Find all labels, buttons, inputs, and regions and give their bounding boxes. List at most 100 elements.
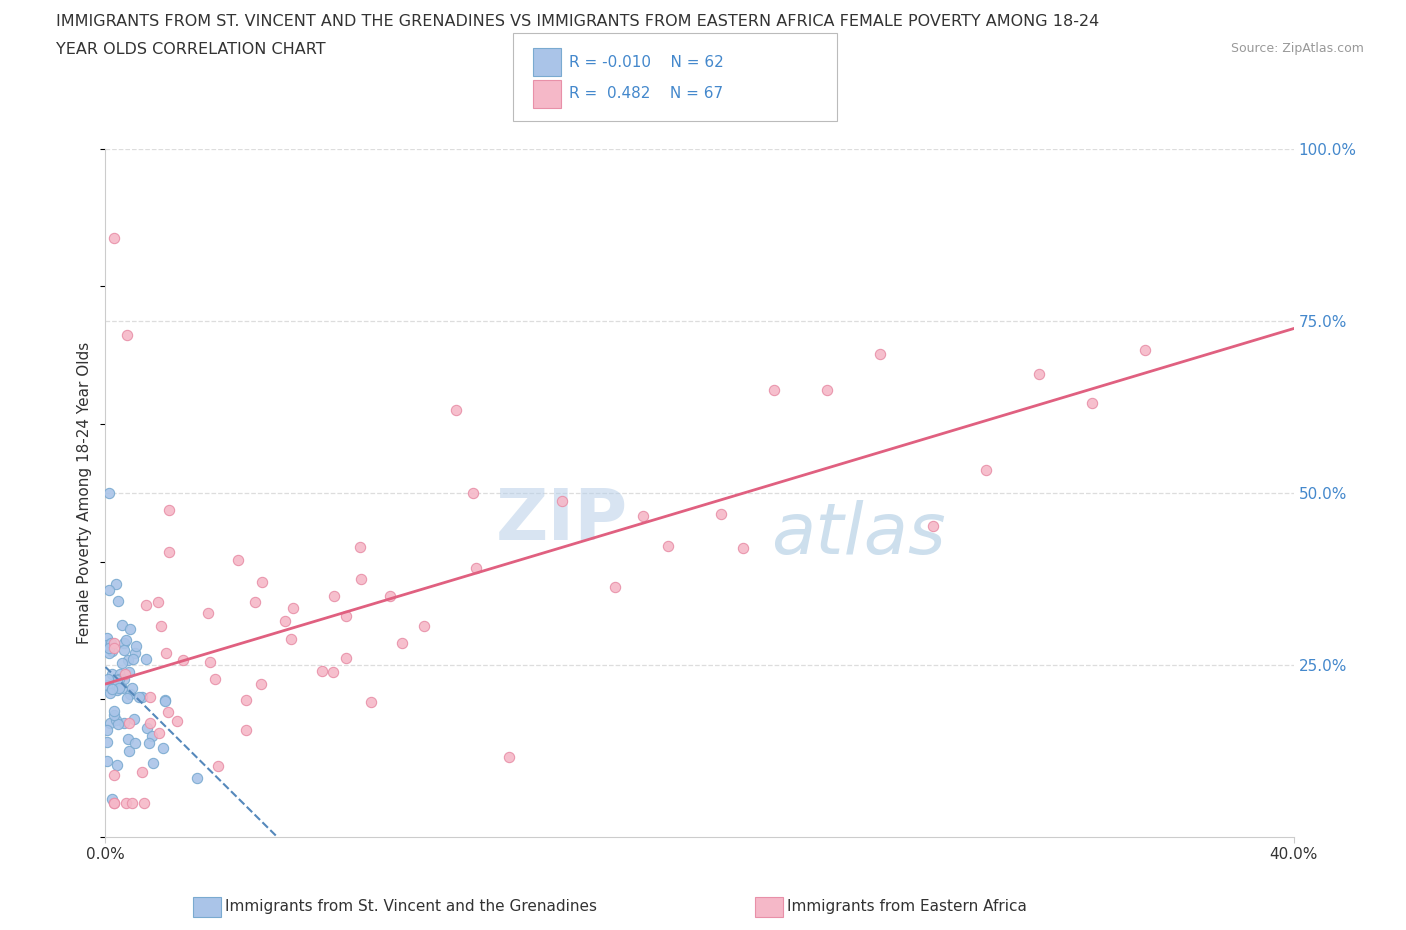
Point — [103, 767, 125, 782]
Point — [97, 583, 120, 598]
Point — [135, 597, 157, 612]
Point — [235, 723, 257, 737]
Point — [103, 635, 125, 650]
Point — [815, 382, 838, 397]
Point — [117, 690, 139, 705]
Point — [135, 651, 157, 666]
Point — [186, 770, 208, 785]
Point — [974, 462, 997, 477]
Point — [166, 713, 188, 728]
Point — [152, 740, 174, 755]
Text: atlas: atlas — [770, 499, 945, 568]
Point — [128, 690, 150, 705]
Point — [323, 589, 346, 604]
Point — [550, 493, 572, 508]
Point — [633, 509, 655, 524]
Point — [657, 538, 679, 553]
Point — [250, 676, 273, 691]
Point — [335, 650, 357, 665]
Text: Immigrants from Eastern Africa: Immigrants from Eastern Africa — [787, 899, 1028, 914]
Text: YEAR OLDS CORRELATION CHART: YEAR OLDS CORRELATION CHART — [56, 42, 326, 57]
Point — [96, 753, 118, 768]
Point — [96, 638, 118, 653]
Point — [103, 641, 125, 656]
Point — [96, 631, 118, 645]
Point — [204, 672, 226, 687]
Point — [121, 795, 143, 810]
Point — [96, 678, 118, 693]
Point — [114, 632, 136, 647]
Point — [1081, 396, 1104, 411]
Point — [1133, 343, 1156, 358]
Point — [105, 672, 128, 687]
Point — [97, 671, 120, 686]
Point — [101, 791, 124, 806]
Point — [98, 716, 121, 731]
Point — [97, 646, 120, 661]
Point — [115, 327, 138, 342]
Point — [142, 755, 165, 770]
Y-axis label: Female Poverty Among 18-24 Year Olds: Female Poverty Among 18-24 Year Olds — [77, 342, 93, 644]
Point — [98, 485, 121, 500]
Point — [146, 595, 169, 610]
Point — [107, 757, 129, 772]
Point — [121, 681, 143, 696]
Point — [117, 653, 139, 668]
Point — [139, 715, 162, 730]
Point — [118, 664, 141, 679]
Text: Immigrants from St. Vincent and the Grenadines: Immigrants from St. Vincent and the Gren… — [225, 899, 598, 914]
Point — [349, 539, 371, 554]
Point — [1028, 366, 1050, 381]
Point — [110, 618, 132, 633]
Point — [226, 552, 249, 567]
Point — [114, 795, 136, 810]
Point — [103, 704, 125, 719]
Point — [112, 672, 135, 687]
Point — [155, 646, 177, 661]
Point — [148, 725, 170, 740]
Point — [380, 589, 402, 604]
Point — [100, 644, 122, 658]
Point — [157, 704, 180, 719]
Point — [235, 692, 257, 707]
Point — [172, 653, 194, 668]
Point — [134, 795, 156, 810]
Point — [107, 594, 129, 609]
Point — [153, 693, 176, 708]
Point — [112, 643, 135, 658]
Point — [118, 744, 141, 759]
Point — [150, 618, 173, 633]
Point — [104, 712, 127, 727]
Point — [118, 621, 141, 636]
Point — [138, 736, 160, 751]
Point — [112, 635, 135, 650]
Point — [921, 518, 943, 533]
Point — [444, 403, 467, 418]
Point — [464, 561, 486, 576]
Point — [710, 506, 733, 521]
Point — [97, 641, 120, 656]
Point — [122, 652, 145, 667]
Text: ZIP: ZIP — [496, 486, 628, 555]
Point — [311, 663, 333, 678]
Point — [117, 715, 139, 730]
Point — [197, 605, 219, 620]
Point — [139, 689, 162, 704]
Text: R = -0.010    N = 62: R = -0.010 N = 62 — [569, 55, 724, 70]
Point — [96, 723, 118, 737]
Point — [250, 575, 273, 590]
Point — [603, 580, 626, 595]
Point — [360, 695, 382, 710]
Point — [141, 728, 163, 743]
Point — [101, 667, 124, 682]
Point — [100, 636, 122, 651]
Point — [136, 721, 159, 736]
Point — [157, 545, 180, 560]
Point — [153, 694, 176, 709]
Point — [103, 795, 125, 810]
Point — [117, 731, 139, 746]
Point — [274, 613, 297, 628]
Point — [207, 759, 229, 774]
Point — [124, 736, 146, 751]
Point — [283, 601, 305, 616]
